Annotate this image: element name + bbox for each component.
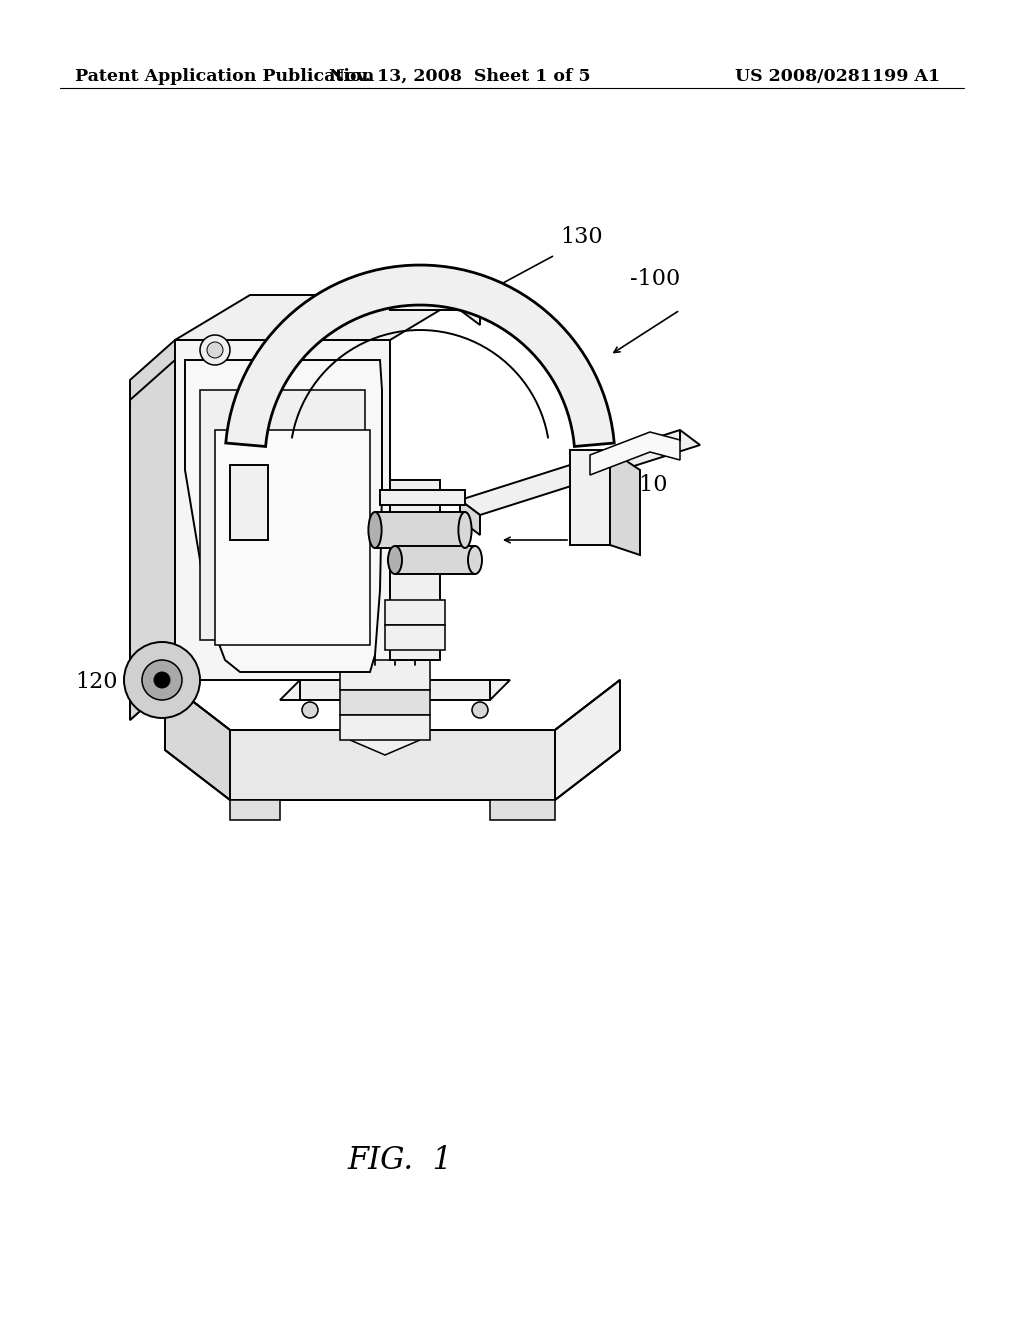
Ellipse shape (388, 546, 402, 574)
Polygon shape (490, 800, 555, 820)
Polygon shape (395, 546, 475, 574)
PathPatch shape (185, 360, 382, 672)
Ellipse shape (369, 512, 382, 548)
Polygon shape (280, 680, 510, 700)
Polygon shape (130, 360, 175, 719)
Polygon shape (175, 294, 465, 341)
Polygon shape (215, 430, 370, 645)
Polygon shape (590, 430, 680, 475)
Circle shape (154, 672, 170, 688)
Polygon shape (555, 680, 620, 800)
Text: 110: 110 (625, 474, 668, 496)
Text: US 2008/0281199 A1: US 2008/0281199 A1 (735, 69, 940, 84)
Text: -100: -100 (630, 268, 680, 290)
Text: 130: 130 (560, 226, 603, 248)
Polygon shape (165, 680, 230, 800)
Polygon shape (200, 389, 365, 640)
Text: 120: 120 (75, 671, 118, 693)
Circle shape (200, 335, 230, 366)
Polygon shape (230, 730, 555, 800)
Polygon shape (385, 624, 445, 649)
Polygon shape (340, 715, 430, 741)
Polygon shape (130, 341, 175, 719)
Ellipse shape (468, 546, 482, 574)
Text: FIG.  1: FIG. 1 (347, 1144, 453, 1176)
Polygon shape (460, 500, 480, 535)
Polygon shape (175, 341, 390, 680)
Polygon shape (375, 512, 465, 548)
Text: 140: 140 (575, 524, 617, 546)
Polygon shape (225, 265, 614, 446)
Polygon shape (230, 800, 280, 820)
Polygon shape (350, 725, 420, 755)
Ellipse shape (459, 512, 472, 548)
Polygon shape (390, 290, 480, 325)
Polygon shape (230, 465, 268, 540)
Polygon shape (380, 490, 465, 506)
Polygon shape (570, 450, 610, 545)
Circle shape (142, 660, 182, 700)
Circle shape (207, 342, 223, 358)
Polygon shape (610, 450, 640, 554)
Polygon shape (385, 601, 445, 624)
Circle shape (472, 702, 488, 718)
Circle shape (302, 702, 318, 718)
Polygon shape (340, 660, 430, 690)
Circle shape (124, 642, 200, 718)
Polygon shape (460, 430, 700, 515)
Polygon shape (165, 680, 620, 770)
Text: Nov. 13, 2008  Sheet 1 of 5: Nov. 13, 2008 Sheet 1 of 5 (329, 69, 591, 84)
Polygon shape (340, 690, 430, 715)
Polygon shape (390, 480, 440, 660)
Text: Patent Application Publication: Patent Application Publication (75, 69, 374, 84)
